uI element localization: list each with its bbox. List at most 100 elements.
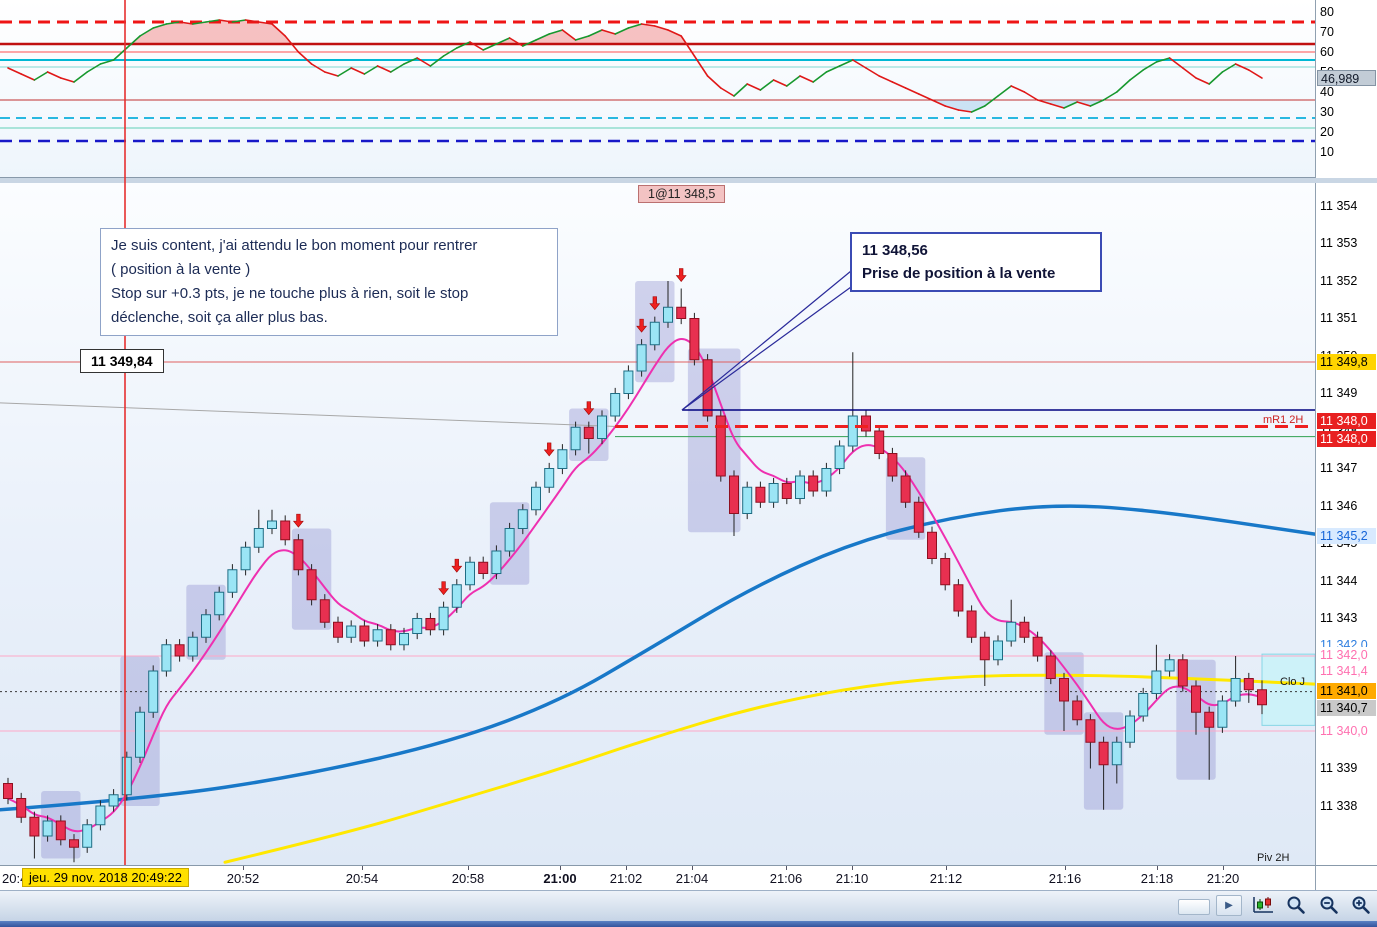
candle-body (121, 756, 132, 796)
cursor-vline (124, 0, 126, 865)
price-plot[interactable]: mR1 2H Clo J Piv 2H (0, 183, 1315, 865)
oscillator-segment (218, 19, 234, 23)
candle-body (900, 475, 911, 503)
candle-body (346, 625, 357, 638)
oscillator-segment (548, 29, 564, 35)
magnifier-icon (1287, 896, 1305, 914)
oscillator-segment (878, 75, 894, 83)
candle-body (306, 569, 317, 601)
candle-body (399, 633, 409, 646)
annotation-pointer-line (681, 270, 852, 411)
magnifier-plus-icon (1352, 896, 1370, 914)
price-axis-tick: 11 343 (1320, 611, 1358, 625)
cursor-timestamp: jeu. 29 nov. 2018 20:49:22 (22, 868, 189, 887)
candlestick-icon (1253, 897, 1273, 913)
oscillator-segment (442, 47, 458, 57)
price-label-callout[interactable]: 11 349,84 (80, 349, 164, 373)
price-axis-box: 11 341,0 (1317, 682, 1376, 699)
oscillator-segment (86, 63, 102, 73)
time-axis[interactable]: 20:4 jeu. 29 nov. 2018 20:49:22 20:52 20:… (0, 865, 1315, 890)
oscillator-segment (165, 21, 181, 25)
time-tick-mark (786, 866, 787, 870)
target-zone (1261, 653, 1315, 726)
oscillator-segment (944, 105, 960, 111)
candle-body (1191, 685, 1201, 713)
time-axis-label: 20:52 (226, 871, 260, 886)
oscillator-segment (1089, 99, 1105, 107)
candle-body (649, 321, 660, 346)
oscillator-segment (1208, 71, 1224, 85)
note-annotation[interactable]: Je suis content, j'ai attendu le bon mom… (100, 228, 558, 336)
candle-body (438, 606, 449, 631)
candle-body (465, 561, 475, 586)
oscillator-segment (759, 79, 775, 91)
zoom-out-button[interactable] (1314, 894, 1344, 919)
candle-body (847, 415, 858, 447)
candle-body (663, 306, 673, 323)
candle-body (333, 621, 343, 638)
chart-label: Clo J (1280, 676, 1305, 688)
open-position-badge[interactable]: 1@11 348,5 (638, 185, 726, 203)
oscillator-segment (139, 27, 154, 37)
note-line: Je suis content, j'ai attendu le bon mom… (111, 237, 478, 254)
oscillator-segment (1248, 69, 1263, 79)
oscillator-segment (1050, 103, 1065, 109)
candle-body (29, 816, 40, 837)
candle-body (280, 520, 291, 541)
oscillator-segment (350, 67, 366, 75)
candle-body (610, 393, 621, 417)
price-axis-tick: 11 349 (1320, 386, 1358, 400)
candle-body (385, 629, 396, 646)
oscillator-segment (1168, 57, 1184, 69)
scrollbar-track[interactable] (1178, 899, 1210, 915)
time-axis-label: 21:06 (769, 871, 803, 886)
annotation-pointer-line (681, 286, 852, 411)
oscillator-segment (719, 87, 735, 97)
price-axis-box: 11 342,0 (1317, 647, 1376, 664)
scroll-right-button[interactable]: ▶ (1216, 895, 1242, 916)
zoom-tool-button[interactable] (1281, 894, 1311, 919)
candle-body (544, 468, 555, 488)
indicator-axis-tick: 60 (1320, 45, 1334, 59)
candle-body (425, 618, 436, 631)
oscillator-segment (192, 21, 207, 25)
candle-body (729, 475, 739, 514)
time-axis-label: 20:58 (451, 871, 485, 886)
oscillator-segment (825, 65, 841, 73)
price-axis-tick: 11 339 (1320, 761, 1358, 775)
candle-body (557, 449, 568, 469)
candle-body (1138, 693, 1149, 717)
axis-corner (1315, 865, 1377, 890)
oscillator-segment (495, 37, 511, 45)
oscillator-segment (521, 39, 537, 47)
note-line: déclenche, soit ça aller plus bas. (111, 309, 328, 326)
price-axis-tick: 11 347 (1320, 461, 1358, 475)
chart-style-button[interactable] (1248, 894, 1278, 919)
oscillator-segment (838, 59, 854, 67)
zoom-in-button[interactable] (1346, 894, 1376, 919)
candle-body (253, 528, 264, 548)
candle-body (861, 415, 871, 432)
candle-body (795, 475, 805, 499)
indicator-axis[interactable]: 46,989 8070605040302010 (1315, 0, 1377, 178)
candle-body (1177, 659, 1188, 687)
indicator-axis-tick: 40 (1320, 85, 1334, 99)
oscillator-segment (1142, 61, 1158, 71)
sell-signal-arrow (438, 581, 450, 596)
time-tick-mark (946, 866, 947, 870)
oscillator-segment (244, 19, 260, 23)
entry-annotation[interactable]: 11 348,56 Prise de position à la vente (850, 232, 1102, 292)
oscillator-plot[interactable] (0, 0, 1315, 178)
oscillator-segment (7, 67, 23, 75)
sell-signal-arrow (636, 318, 648, 333)
price-axis-tick: 11 344 (1320, 573, 1358, 588)
time-tick-mark (1065, 866, 1066, 870)
indicator-axis-tick: 10 (1320, 145, 1334, 159)
panel-separator[interactable] (0, 178, 1377, 183)
candle-body (623, 370, 634, 394)
blue-ma-line (0, 504, 1315, 812)
price-axis-tick: 11 352 (1320, 273, 1358, 288)
oscillator-segment (680, 35, 696, 57)
oscillator-segment (746, 83, 762, 91)
